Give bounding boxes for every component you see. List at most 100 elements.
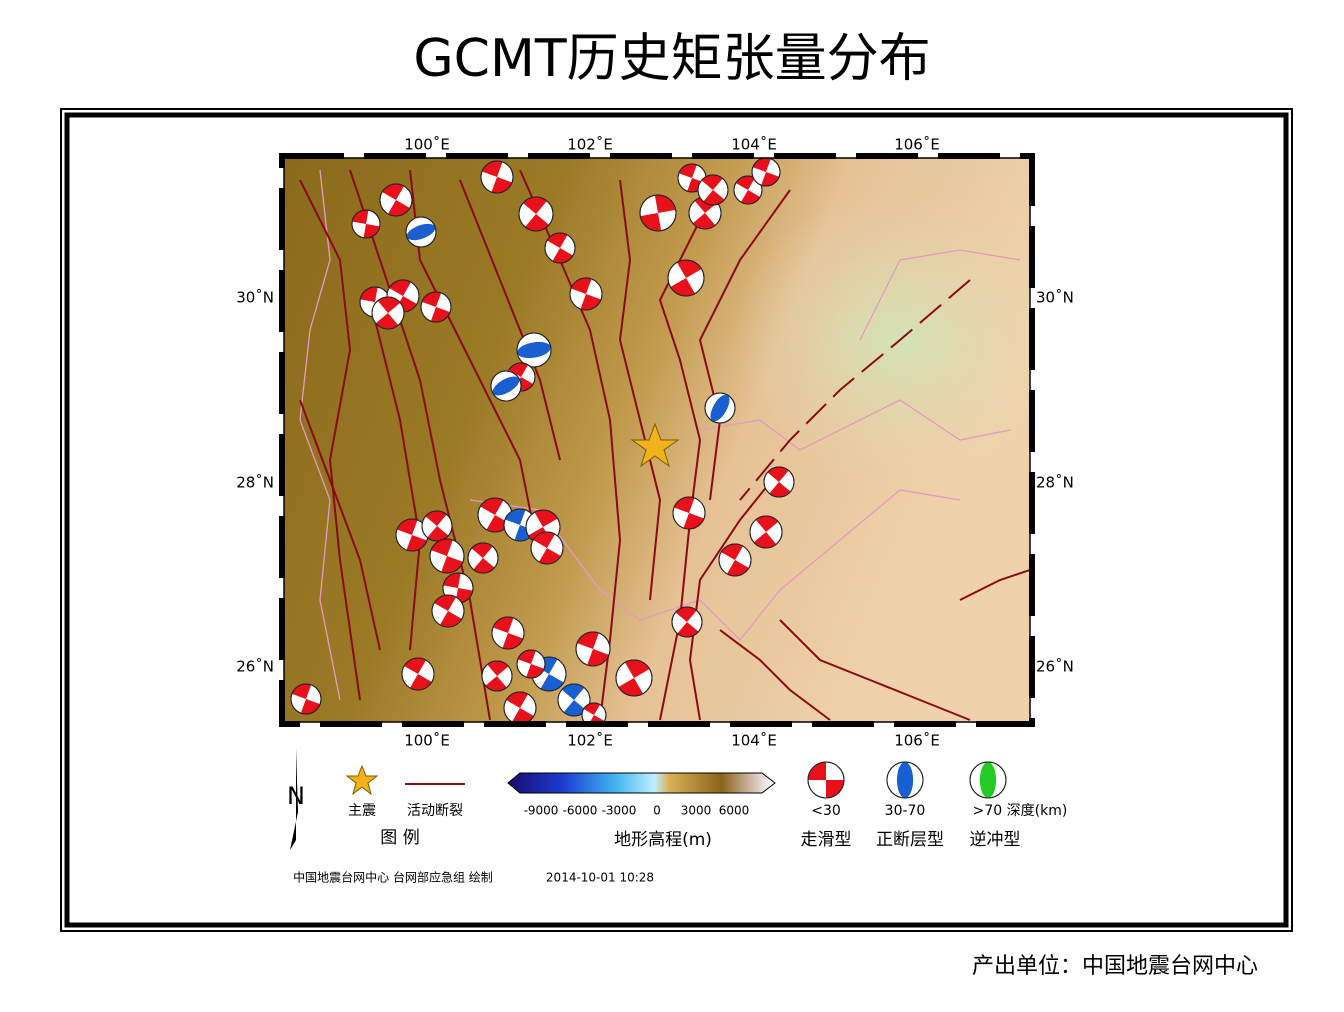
ball-edge [401,657,435,691]
ball-fill [570,277,602,310]
focal-mechanism [530,531,564,565]
ball-fill [434,595,462,627]
ball-edge [575,631,611,667]
ball-edge [371,296,405,330]
ball-fill [485,661,509,691]
ball-fill [425,510,449,541]
lon-label: 100˚E [404,732,450,750]
lon-label: 106˚E [894,732,940,750]
focal-mechanism [401,657,435,691]
title: GCMT历史矩张量分布 [413,29,930,89]
ball-edge [886,761,924,799]
ball-fill [492,617,524,650]
ball-fill [767,467,791,497]
ball-edge [421,510,453,542]
ball-edge [667,259,705,297]
legend-title: 图 例 [380,828,419,848]
focal-mechanism [575,631,611,667]
ball-edge [379,183,413,217]
focal-mechanism [733,175,763,205]
focal-mechanism [763,466,795,498]
date: 2014-10-01 10:28 [546,871,654,885]
ball-edge [503,691,537,722]
focal-mechanism [516,649,546,679]
ball-edge [557,683,591,717]
lat-label: 28˚N [1036,474,1074,492]
lon-label: 102˚E [567,732,613,750]
basin [730,190,1030,490]
legend-type: 逆冲型 [970,830,1021,850]
ball-edge [431,594,465,628]
legend-star [345,764,379,796]
credit: 中国地震台网中心 台网部应急组 绘制 [293,870,493,885]
focal-mechanism [290,683,322,715]
focal-mechanism [477,497,513,533]
focal-mechanism [749,515,783,549]
lon-label: 102˚E [567,136,613,154]
ball-edge [639,194,677,232]
lat-label: 26˚N [1036,658,1074,676]
inner-frame [64,112,1289,928]
focal-mechanism [969,761,1007,799]
focal-mechanism [544,232,576,264]
colorbar-tick: 6000 [719,804,750,818]
ball-fill [896,762,914,798]
map [284,158,1030,722]
ball-edge [420,291,452,323]
legend-mechanisms [807,761,1007,799]
ball-edge [518,196,554,232]
colorbar-tick: -9000 [524,804,559,818]
focal-mechanism [516,332,552,368]
focal-mechanism [481,660,513,692]
ball-edge [490,370,522,402]
focal-mechanism [405,216,437,248]
focal-mechanism [379,183,413,217]
lon-label: 104˚E [731,732,777,750]
ball-fill [721,544,749,576]
ball-edge [751,158,781,187]
ball-edge [467,542,499,574]
legend: N 主震 活动断裂 图 例 -9000 -6000 -3000 0 3000 6… [287,748,1067,850]
focal-mechanism [807,761,845,799]
focal-mechanism [491,616,525,650]
focal-mechanisms [290,158,795,722]
ball-fill [618,660,650,696]
outer-frame [60,108,1293,932]
focal-mechanism [431,594,465,628]
legend-depth: 30-70 [885,803,926,819]
focal-mechanism [672,496,706,530]
lon-label: 104˚E [731,136,777,154]
ball-edge [969,761,1007,799]
legend-type: 正断层型 [876,830,944,850]
ball-fill [808,762,844,798]
ball-fill [382,184,410,216]
ball-fill [673,496,705,530]
ball-fill [752,158,780,186]
focal-mechanism [667,259,705,297]
ball-fill [443,573,473,603]
focal-mechanism [671,606,703,638]
ball-edge [671,606,703,638]
legend-depth: >70 深度(km) [973,803,1068,819]
legend-depth: <30 [811,803,841,819]
focal-mechanism [704,392,736,424]
focal-mechanism [480,160,514,194]
ball-edge [516,649,546,679]
ball-edge [481,660,513,692]
ball-edge [763,466,795,498]
ball-fill [406,223,436,241]
ball-fill [561,684,587,717]
focal-mechanism [467,542,499,574]
colorbar-label: 地形高程(m) [614,830,712,850]
lat-label: 26˚N [236,658,274,676]
ball-edge [672,496,706,530]
ball-edge [480,160,514,194]
focal-mechanism [490,370,522,402]
colorbar-tick: 3000 [681,804,712,818]
lat-label: 30˚N [236,289,274,307]
ball-edge [704,392,736,424]
ball-fill [547,233,573,263]
ball-fill [375,297,401,329]
ball-edge [544,232,576,264]
